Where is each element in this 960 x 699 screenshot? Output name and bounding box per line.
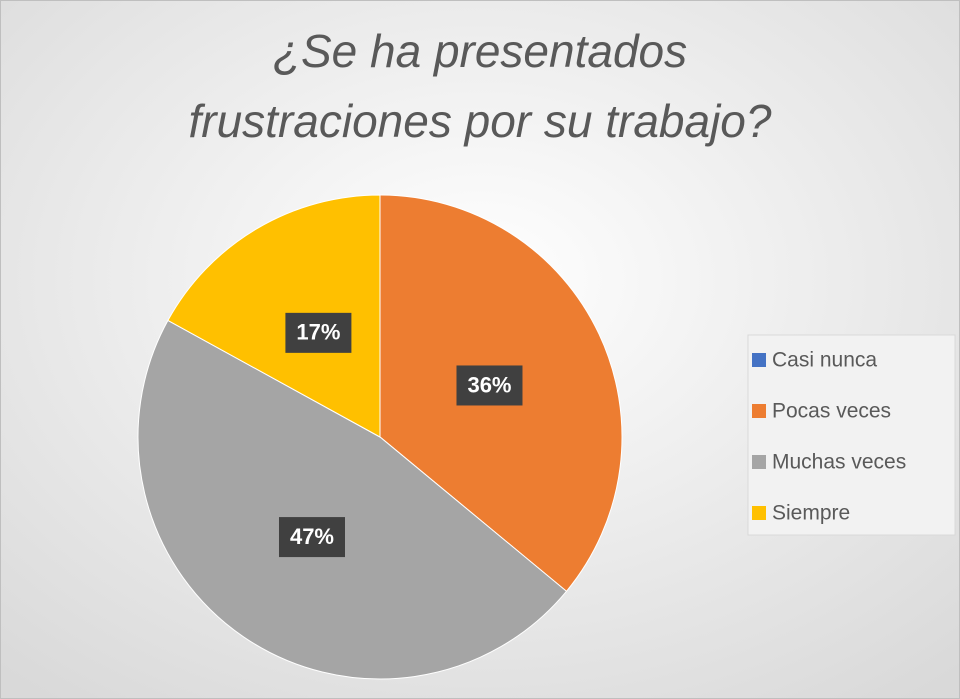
data-label: 17%: [296, 320, 340, 345]
legend-label: Siempre: [772, 502, 850, 525]
data-label: 47%: [290, 524, 334, 549]
data-label-box: [456, 365, 523, 406]
legend-swatch: [752, 404, 766, 418]
data-label-box: [285, 312, 352, 353]
legend-box: [747, 334, 956, 536]
chart-title: ¿Se ha presentados frustraciones por su t…: [189, 25, 772, 147]
data-label-box: [278, 517, 345, 558]
legend-swatch: [752, 353, 766, 367]
legend-label: Muchas veces: [772, 451, 906, 474]
legend-label: Pocas veces: [772, 400, 891, 423]
legend-swatch: [752, 455, 766, 469]
legend-swatch: [752, 506, 766, 520]
data-label: 36%: [467, 372, 511, 397]
pie-slice: [167, 194, 381, 438]
legend-label: Casi nunca: [772, 349, 877, 372]
pie-slice: [137, 319, 568, 680]
